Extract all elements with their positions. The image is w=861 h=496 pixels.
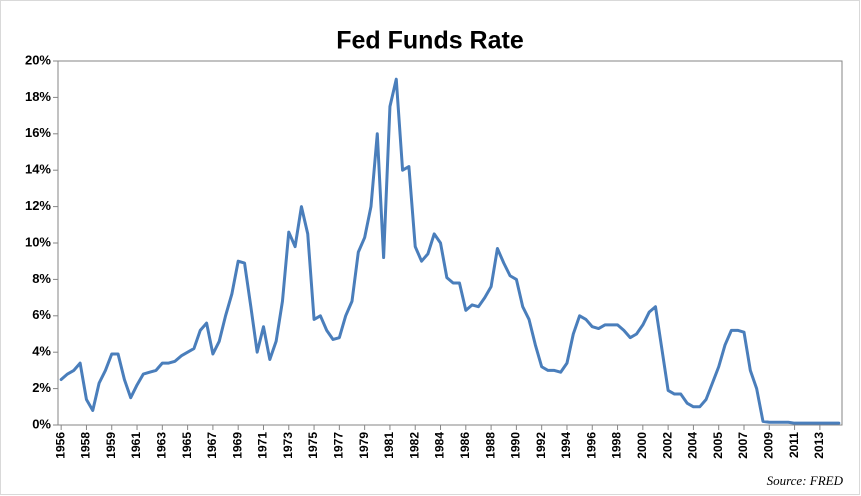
y-tick-label: 4% (32, 344, 51, 359)
x-tick-label: 1994 (559, 432, 573, 459)
x-tick-label: 2000 (635, 432, 649, 459)
x-tick-label: 2004 (686, 432, 700, 459)
x-tick-label: 1996 (584, 432, 598, 459)
x-tick-label: 2002 (660, 432, 674, 459)
x-tick-label: 1961 (129, 432, 143, 459)
x-tick-label: 2013 (812, 432, 826, 459)
x-tick-label: 1958 (79, 432, 93, 459)
y-tick-label: 8% (32, 271, 51, 286)
x-tick-label: 2007 (736, 432, 750, 459)
y-tick-label: 12% (25, 198, 51, 213)
x-tick-label: 2011 (787, 432, 801, 458)
x-tick-label: 1992 (534, 432, 548, 459)
x-tick-label: 1956 (53, 432, 67, 459)
x-tick-label: 1981 (382, 432, 396, 459)
x-tick-label: 2005 (711, 432, 725, 459)
x-tick-label: 1977 (332, 432, 346, 459)
y-tick-label: 6% (32, 307, 51, 322)
y-tick-label: 20% (25, 52, 51, 67)
x-tick-label: 1998 (610, 432, 624, 459)
x-tick-label: 1984 (433, 432, 447, 459)
y-tick-label: 16% (25, 125, 51, 140)
chart-title: Fed Funds Rate (336, 27, 524, 55)
x-tick-label: 1979 (357, 432, 371, 459)
x-tick-label: 2009 (761, 432, 775, 459)
x-tick-label: 1959 (104, 432, 118, 459)
x-tick-label: 1963 (154, 432, 168, 459)
x-tick-label: 1965 (180, 432, 194, 459)
x-tick-label: 1971 (256, 432, 270, 459)
x-tick-label: 1967 (205, 432, 219, 459)
x-tick-label: 1982 (407, 432, 421, 459)
source-note: Source: FRED (767, 473, 844, 488)
y-tick-label: 18% (25, 89, 51, 104)
y-tick-label: 2% (32, 380, 51, 395)
x-tick-label: 1988 (483, 432, 497, 459)
x-tick-label: 1969 (230, 432, 244, 459)
x-tick-label: 1990 (509, 432, 523, 459)
x-tick-label: 1986 (458, 432, 472, 459)
x-tick-label: 1975 (306, 432, 320, 459)
y-tick-label: 14% (25, 162, 51, 177)
x-tick-label: 1973 (281, 432, 295, 459)
y-tick-label: 0% (32, 416, 51, 431)
data-line (59, 77, 841, 425)
y-tick-label: 10% (25, 234, 51, 249)
